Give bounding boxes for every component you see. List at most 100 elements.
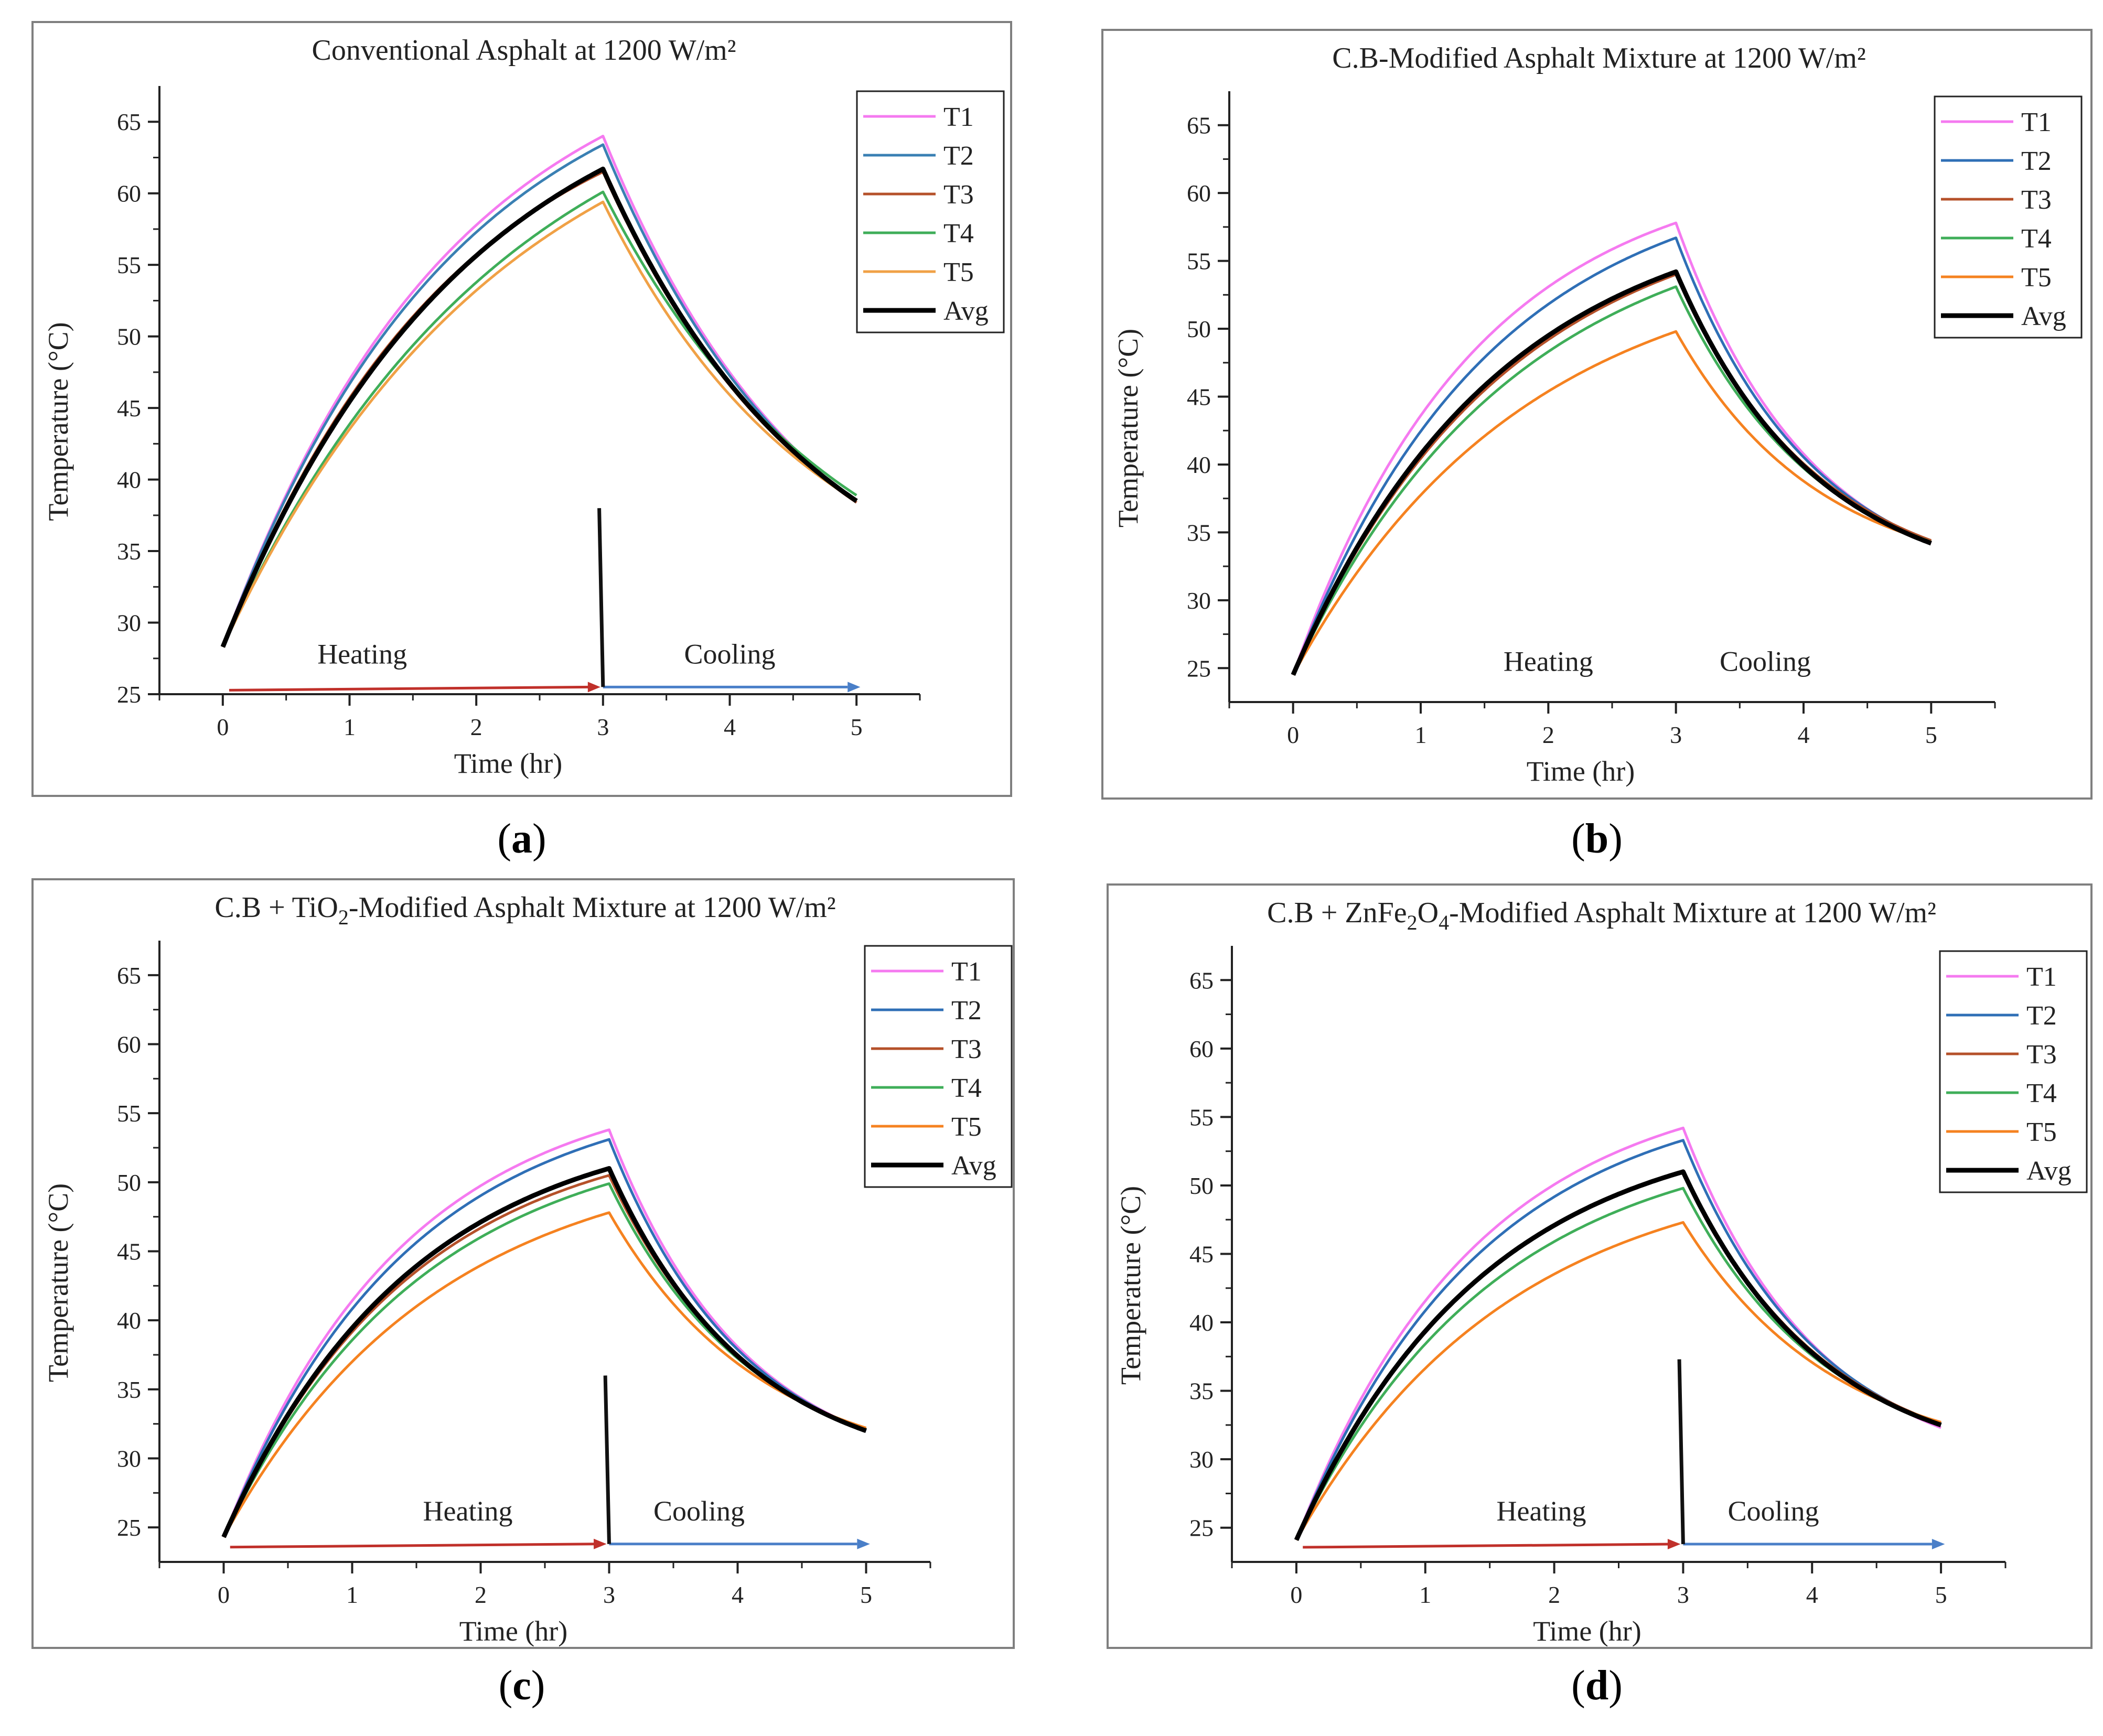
legend-label-avg: Avg [943,296,989,326]
chart-panel-c: C.B + TiO2-Modified Asphalt Mixture at 1… [31,878,1015,1649]
legend-label-t1: T1 [943,102,974,132]
x-tick-label: 1 [344,714,356,740]
y-axis-title: Temperature (°C) [1112,329,1144,527]
cooling-arrow-head [857,1538,870,1549]
series-line-t1 [222,1128,867,1538]
y-tick-label: 65 [117,962,141,989]
legend-label-t5: T5 [2026,1117,2057,1147]
y-tick-label: 30 [117,610,141,637]
heating-arrow-head [594,1538,607,1549]
legend-label-t2: T2 [2021,146,2052,176]
heating-arrow-head [1667,1539,1681,1550]
x-tick-label: 1 [1419,1581,1431,1608]
x-tick-label: 2 [470,714,482,740]
legend-label-t4: T4 [2021,224,2052,254]
x-tick-label: 1 [346,1581,358,1608]
y-tick-label: 35 [117,538,141,565]
caption-b: (b) [1571,816,1623,862]
y-tick-label: 25 [1189,1515,1214,1541]
y-tick-label: 55 [1187,248,1211,275]
y-tick-label: 55 [117,1100,141,1127]
series-line-t3 [221,170,857,648]
y-tick-label: 30 [1187,587,1211,614]
x-axis-title: Time (hr) [459,1615,568,1647]
series-line-t2 [1292,236,1932,676]
chart-panel-d: C.B + ZnFe2O4-Modified Asphalt Mixture a… [1107,883,2093,1649]
phase-divider [603,1375,611,1544]
x-tick-label: 0 [1287,721,1299,748]
y-tick-label: 45 [1187,384,1211,411]
legend-label-t5: T5 [951,1112,982,1142]
series-line-avg [220,166,858,648]
y-tick-label: 60 [1189,1036,1214,1062]
x-tick-label: 5 [1935,1581,1947,1608]
heating-label: Heating [1504,645,1593,677]
y-tick-label: 35 [1189,1378,1214,1405]
y-tick-label: 30 [1189,1446,1214,1473]
legend-label-avg: Avg [2026,1156,2072,1186]
x-axis-title: Time (hr) [1527,756,1635,787]
cooling-label: Cooling [1720,645,1811,677]
series-line-t5 [221,200,857,648]
series-line-t1 [1295,1126,1942,1541]
heating-arrow [230,1543,597,1549]
series-line-t2 [1295,1139,1941,1541]
x-tick-label: 0 [217,714,229,740]
chart-title: C.B-Modified Asphalt Mixture at 1200 W/m… [1332,42,1865,74]
x-axis-title: Time (hr) [454,748,563,779]
legend-label-t2: T2 [951,996,982,1026]
heating-label: Heating [423,1495,513,1527]
legend-label-t4: T4 [943,219,974,249]
y-tick-label: 30 [117,1446,141,1472]
y-tick-label: 65 [1189,967,1214,994]
y-tick-label: 55 [117,252,141,278]
y-tick-label: 40 [117,1307,141,1334]
series-line-avg [221,1166,867,1538]
chart-svg-c: C.B + TiO2-Modified Asphalt Mixture at 1… [42,891,1013,1647]
legend-label-t3: T3 [2026,1040,2057,1070]
chart-svg-b: C.B-Modified Asphalt Mixture at 1200 W/m… [1112,42,2083,787]
y-tick-label: 65 [1187,112,1211,139]
x-axis-title: Time (hr) [1533,1615,1641,1647]
caption-c: (c) [498,1663,545,1709]
legend-label-avg: Avg [951,1151,996,1181]
caption-d: (d) [1571,1663,1623,1709]
y-axis-title: Temperature (°C) [42,322,74,521]
caption-a: (a) [497,816,546,862]
heating-arrow [229,685,591,692]
y-tick-label: 35 [1187,519,1211,546]
chart-svg-a: Conventional Asphalt at 1200 W/m²2530354… [42,34,1005,779]
y-tick-label: 50 [1187,316,1211,342]
legend-box [864,945,1013,1188]
chart-panel-a: Conventional Asphalt at 1200 W/m² 25 30 35 4… [31,21,1012,797]
y-tick-label: 50 [1189,1172,1214,1199]
phase-divider [597,508,605,687]
y-tick-label: 45 [117,1238,141,1265]
series-line-t2 [222,1138,867,1538]
legend-label-t3: T3 [951,1034,982,1064]
legend-label-t1: T1 [2021,107,2052,137]
x-tick-label: 4 [1798,721,1810,748]
legend-label-t1: T1 [2026,962,2057,992]
series-line-avg [1291,269,1932,676]
chart-title: C.B + TiO2-Modified Asphalt Mixture at 1… [214,891,835,929]
x-tick-label: 2 [1542,721,1554,748]
x-tick-label: 4 [732,1581,744,1608]
heating-arrow-head [587,682,600,693]
x-tick-label: 2 [475,1581,487,1608]
legend-box [856,90,1005,333]
heating-label: Heating [317,638,407,670]
legend-label-t5: T5 [943,257,974,287]
y-tick-label: 60 [117,1031,141,1058]
y-tick-label: 55 [1189,1104,1214,1130]
series-line-t1 [1292,221,1932,676]
legend-box [1934,95,2083,339]
series-line-t3 [222,1174,867,1538]
heating-arrow [1303,1543,1670,1549]
chart-panel-b: C.B-Modified Asphalt Mixture at 1200 W/m… [1101,29,2093,800]
y-tick-label: 35 [117,1376,141,1403]
cooling-arrow-head [847,682,861,693]
series-line-t5 [222,1211,867,1538]
series-line-t2 [221,143,857,648]
series-line-t1 [221,135,857,648]
